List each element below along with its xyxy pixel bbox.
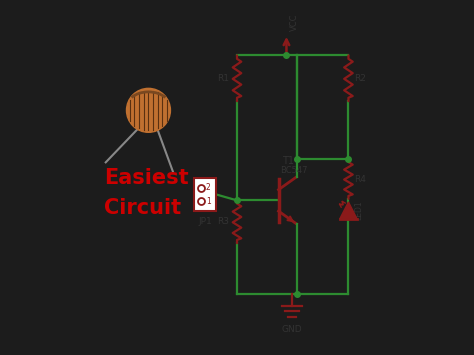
Text: R3: R3 <box>218 217 229 226</box>
Text: 2: 2 <box>206 183 210 192</box>
Text: Circuit: Circuit <box>104 198 182 218</box>
Text: 1: 1 <box>206 197 210 206</box>
Text: T1: T1 <box>282 156 293 166</box>
Text: R4: R4 <box>355 175 366 184</box>
Text: JP1: JP1 <box>198 217 212 226</box>
FancyBboxPatch shape <box>194 178 216 211</box>
Text: BC547: BC547 <box>280 166 308 175</box>
Polygon shape <box>340 202 357 219</box>
Text: Easiest: Easiest <box>104 168 189 187</box>
Text: VCC: VCC <box>291 13 300 31</box>
Text: R2: R2 <box>355 74 366 83</box>
Text: R1: R1 <box>218 74 229 83</box>
Circle shape <box>127 88 171 132</box>
Text: LED1: LED1 <box>354 201 363 220</box>
Text: GND: GND <box>282 325 302 334</box>
